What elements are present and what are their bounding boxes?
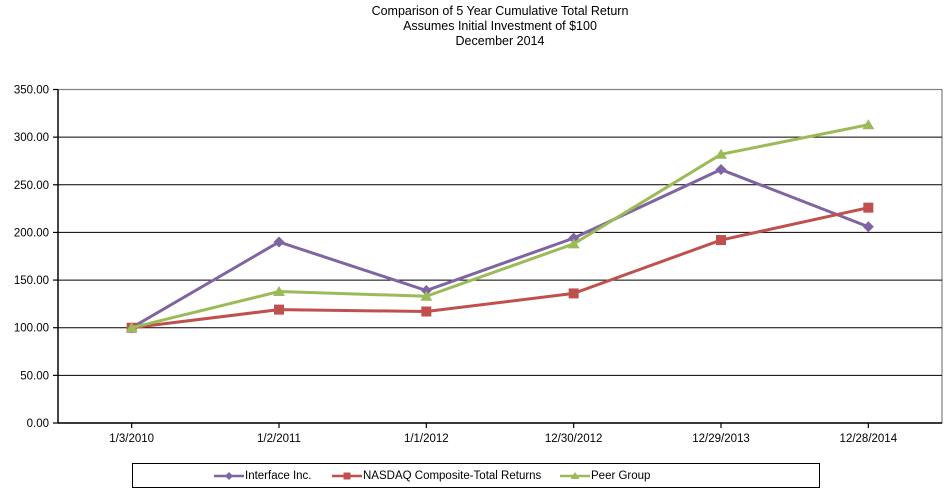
data-point-marker	[862, 221, 874, 233]
data-point-marker	[715, 148, 727, 159]
data-point-marker	[125, 322, 138, 333]
series-line	[130, 167, 869, 330]
plot-border	[57, 88, 943, 424]
y-axis-tick-label: 200.00	[14, 227, 49, 239]
y-axis-tick-label: 50.00	[20, 370, 49, 382]
chart-title: Comparison of 5 Year Cumulative Total Re…	[58, 4, 942, 49]
series-line	[131, 123, 869, 330]
legend-marker-icon	[214, 471, 244, 480]
x-axis-tick-label: 1/1/2012	[404, 433, 449, 445]
x-axis-tick-label: 1/3/2010	[109, 433, 154, 445]
legend-item-label: Peer Group	[591, 469, 651, 482]
y-axis-tick-label: 100.00	[14, 323, 49, 335]
x-axis-tick-label: 12/28/2014	[840, 433, 898, 445]
x-axis-tick-label: 12/30/2012	[545, 433, 603, 445]
legend-marker-sample	[343, 472, 351, 479]
data-point-marker	[420, 285, 432, 297]
y-axis-tick-label: 150.00	[14, 275, 49, 287]
data-point-marker	[420, 290, 433, 301]
y-axis-tick-label: 250.00	[14, 180, 49, 192]
data-point-marker	[274, 304, 284, 315]
y-axis-tick-label: 300.00	[14, 132, 49, 144]
legend-item: Interface Inc.	[213, 464, 311, 487]
legend-item: Peer Group	[559, 464, 650, 487]
chart-title-line-2: Assumes Initial Investment of $100	[403, 19, 597, 33]
y-axis-tick-label: 0.00	[27, 418, 49, 430]
legend-item-label: Interface Inc.	[245, 469, 312, 482]
series-line	[131, 206, 869, 330]
x-axis-tick-label: 1/2/2011	[257, 433, 301, 445]
y-axis-tick-label: 350.00	[14, 85, 49, 97]
data-point-marker	[863, 202, 874, 213]
data-point-marker	[421, 306, 432, 317]
legend-item-label: NASDAQ Composite-Total Returns	[363, 469, 542, 482]
data-point-marker	[862, 119, 875, 130]
legend: Interface Inc. NASDAQ Composite-Total Ret…	[132, 463, 820, 488]
data-point-marker	[715, 164, 727, 176]
legend-marker-icon	[560, 471, 590, 479]
legend-marker-sample	[225, 471, 233, 480]
data-point-marker	[568, 288, 579, 299]
legend-marker-sample	[570, 471, 580, 479]
data-point-marker	[273, 286, 285, 297]
legend-item: NASDAQ Composite-Total Returns	[331, 464, 541, 487]
chart-title-line-3: December 2014	[455, 34, 545, 48]
chart-title-line-1: Comparison of 5 Year Cumulative Total Re…	[371, 4, 629, 18]
x-axis-tick-label: 12/29/2013	[692, 433, 750, 445]
data-point-marker	[567, 238, 580, 249]
legend-marker-icon	[332, 472, 362, 479]
data-point-marker	[273, 236, 285, 248]
data-point-marker	[716, 235, 726, 246]
